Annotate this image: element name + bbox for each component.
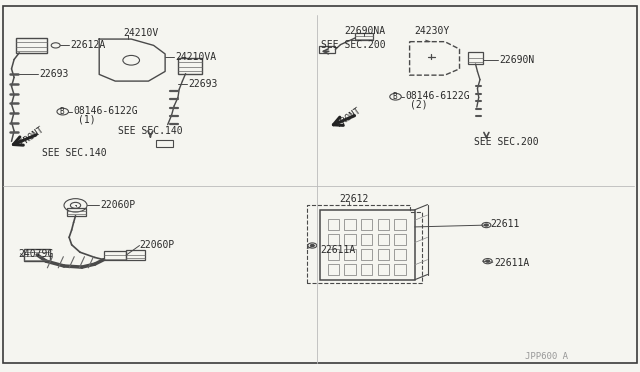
Bar <box>355 33 373 40</box>
Bar <box>24 249 50 261</box>
Bar <box>344 249 356 260</box>
Bar <box>394 249 406 260</box>
Text: B: B <box>392 92 397 101</box>
Bar <box>328 249 339 260</box>
Ellipse shape <box>310 244 314 247</box>
Text: 24079G: 24079G <box>18 249 53 259</box>
Text: 22690N: 22690N <box>499 55 534 65</box>
Bar <box>378 264 389 275</box>
Bar <box>361 249 372 260</box>
Text: 22611A: 22611A <box>494 259 529 268</box>
Bar <box>320 210 415 280</box>
Bar <box>344 234 356 245</box>
Text: FRONT: FRONT <box>335 105 362 128</box>
Bar <box>126 250 145 260</box>
Text: SEE SEC.200: SEE SEC.200 <box>474 137 538 147</box>
Text: (2): (2) <box>410 99 428 109</box>
Text: FRONT: FRONT <box>18 125 45 148</box>
Text: 08146-6122G: 08146-6122G <box>406 91 470 101</box>
Bar <box>328 219 339 230</box>
Text: SEE SEC.140: SEE SEC.140 <box>118 126 183 136</box>
Ellipse shape <box>484 224 488 226</box>
Bar <box>361 234 372 245</box>
Text: 24210V: 24210V <box>124 28 159 38</box>
Bar <box>468 52 483 64</box>
Text: SEE SEC.140: SEE SEC.140 <box>42 148 106 157</box>
Text: 22612: 22612 <box>339 194 369 204</box>
Bar <box>344 264 356 275</box>
Bar <box>328 234 339 245</box>
Text: 22690NA: 22690NA <box>344 26 385 36</box>
Bar <box>361 219 372 230</box>
Ellipse shape <box>486 260 490 262</box>
Bar <box>378 219 389 230</box>
Bar <box>394 234 406 245</box>
Bar <box>378 234 389 245</box>
Bar <box>104 251 126 260</box>
Bar <box>156 140 173 147</box>
Bar <box>344 219 356 230</box>
Bar <box>394 219 406 230</box>
Bar <box>378 249 389 260</box>
Text: B: B <box>59 107 64 116</box>
Text: 22612A: 22612A <box>70 40 106 49</box>
Text: 22693: 22693 <box>40 70 69 79</box>
Bar <box>394 264 406 275</box>
Bar <box>328 264 339 275</box>
Text: 22611A: 22611A <box>320 245 355 255</box>
Text: 22060P: 22060P <box>100 200 136 209</box>
Text: 24210VA: 24210VA <box>175 52 216 61</box>
Text: 22693: 22693 <box>188 79 218 89</box>
Bar <box>361 264 372 275</box>
Text: 24230Y: 24230Y <box>415 26 450 36</box>
Text: SEE SEC.200: SEE SEC.200 <box>321 41 386 50</box>
Text: 22611: 22611 <box>490 219 520 229</box>
Text: 22060P: 22060P <box>140 240 175 250</box>
Bar <box>16 38 47 53</box>
Bar <box>67 208 86 216</box>
Text: (1): (1) <box>78 114 96 124</box>
Bar <box>319 46 335 53</box>
Text: JPP600 A: JPP600 A <box>525 352 568 361</box>
Text: 08146-6122G: 08146-6122G <box>73 106 138 116</box>
Bar <box>178 58 202 74</box>
